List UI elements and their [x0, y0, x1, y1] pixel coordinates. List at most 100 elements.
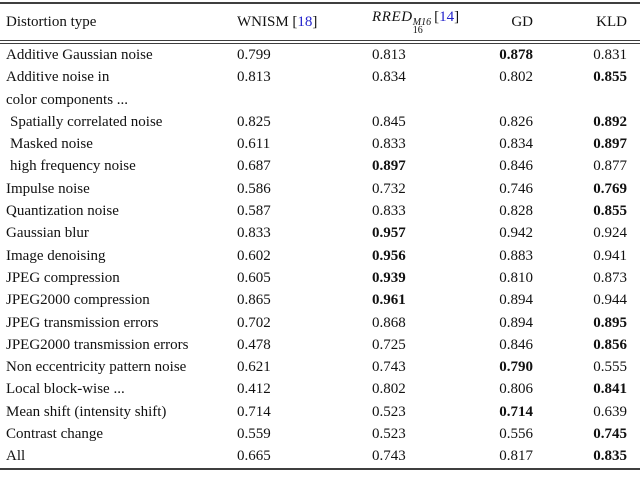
value-cell-kld: 0.769: [593, 180, 627, 197]
value-cell-gd: 0.714: [499, 403, 533, 420]
value-cell-rred: 0.833: [372, 136, 406, 153]
value-cell-gd: 0.846: [499, 336, 533, 353]
table-row: JPEG2000 transmission errors 0.478 0.725…: [0, 334, 640, 356]
value-cell-kld: 0.831: [593, 47, 627, 63]
row-label-cell: JPEG transmission errors: [6, 314, 159, 331]
value-cell-kld: 0.892: [593, 113, 627, 130]
row-label-cell: Contrast change: [6, 426, 104, 443]
value-cell-gd: 0.817: [499, 448, 533, 465]
value-cell-gd: 0.828: [499, 203, 533, 220]
rred-superscript: M16: [412, 17, 432, 28]
header-gd: GD: [511, 13, 533, 30]
value-cell-rred: 0.813: [372, 47, 406, 63]
table-row: Additive noise in color components ... 0…: [0, 66, 640, 111]
row-label-cell: Masked noise: [10, 136, 93, 153]
value-cell-wnism: 0.799: [237, 47, 271, 63]
value-cell-wnism: 0.611: [237, 136, 271, 153]
table-row: Local block-wise ... 0.412 0.802 0.806 0…: [0, 378, 640, 400]
value-cell-wnism: 0.602: [237, 247, 271, 264]
value-cell-rred: 0.523: [372, 403, 406, 420]
value-cell-kld: 0.895: [593, 314, 627, 331]
value-cell-kld: 0.555: [593, 359, 627, 376]
value-cell-kld: 0.835: [593, 448, 627, 465]
value-cell-wnism: 0.865: [237, 292, 271, 309]
table-row: All 0.665 0.743 0.817 0.835: [0, 445, 640, 468]
value-cell-kld: 0.877: [593, 158, 627, 175]
value-cell-kld: 0.639: [593, 403, 627, 420]
value-cell-rred: 0.725: [372, 336, 406, 353]
table-row: Contrast change 0.559 0.523 0.556 0.745: [0, 423, 640, 445]
table-row: Spatially correlated noise 0.825 0.845 0…: [0, 111, 640, 133]
value-cell-kld: 0.855: [593, 69, 627, 86]
value-cell-rred: 0.834: [372, 69, 406, 86]
value-cell-wnism: 0.813: [237, 69, 271, 86]
value-cell-kld: 0.924: [593, 225, 627, 242]
value-cell-rred: 0.957: [372, 225, 406, 242]
value-cell-gd: 0.746: [499, 180, 533, 197]
value-cell-kld: 0.841: [593, 381, 627, 398]
value-cell-kld: 0.944: [593, 292, 627, 309]
value-cell-rred: 0.732: [372, 180, 406, 197]
value-cell-rred: 0.523: [372, 426, 406, 443]
citation-link-18[interactable]: 18: [297, 13, 313, 30]
citation-bracket: ]: [454, 9, 460, 25]
table-row: Gaussian blur 0.833 0.957 0.942 0.924: [0, 222, 640, 244]
citation-bracket: ]: [312, 13, 318, 30]
row-label-cell: Additive Gaussian noise: [6, 47, 153, 63]
value-cell-gd: 0.894: [499, 314, 533, 331]
value-cell-wnism: 0.412: [237, 381, 271, 398]
value-cell-wnism: 0.833: [237, 225, 271, 242]
value-cell-gd: 0.826: [499, 113, 533, 130]
value-cell-wnism: 0.621: [237, 359, 271, 376]
value-cell-gd: 0.834: [499, 136, 533, 153]
table-row: high frequency noise 0.687 0.897 0.846 0…: [0, 155, 640, 177]
table-row: JPEG transmission errors 0.702 0.868 0.8…: [0, 312, 640, 334]
header-row: Distortion type WNISM [18] RRED M16 16 [14]…: [0, 3, 640, 42]
value-cell-kld: 0.897: [593, 136, 627, 153]
row-label-cell: Quantization noise: [6, 203, 119, 220]
header-wnism: WNISM [18]: [230, 3, 368, 42]
value-cell-gd: 0.802: [499, 69, 533, 86]
value-cell-gd: 0.894: [499, 292, 533, 309]
value-cell-gd: 0.806: [499, 381, 533, 398]
value-cell-wnism: 0.714: [237, 403, 271, 420]
value-cell-rred: 0.845: [372, 113, 406, 130]
value-cell-gd: 0.942: [499, 225, 533, 242]
row-label-cell: Spatially correlated noise: [10, 113, 163, 130]
table-row: Mean shift (intensity shift) 0.714 0.523…: [0, 401, 640, 423]
table-body: Additive Gaussian noise 0.799 0.813 0.87…: [0, 42, 640, 469]
row-label-cell: Impulse noise: [6, 180, 90, 197]
table-row: Image denoising 0.602 0.956 0.883 0.941: [0, 245, 640, 267]
value-cell-rred: 0.961: [372, 292, 406, 309]
table-row: Impulse noise 0.586 0.732 0.746 0.769: [0, 178, 640, 200]
value-cell-kld: 0.856: [593, 336, 627, 353]
row-label-cell: JPEG compression: [6, 269, 120, 286]
table-row: Quantization noise 0.587 0.833 0.828 0.8…: [0, 200, 640, 222]
value-cell-rred: 0.802: [372, 381, 406, 398]
value-cell-wnism: 0.665: [237, 448, 271, 465]
value-cell-wnism: 0.687: [237, 158, 271, 175]
citation-link-14[interactable]: 14: [439, 9, 455, 25]
header-kld: KLD: [596, 13, 627, 30]
row-label-cell: Gaussian blur: [6, 225, 89, 242]
row-label-cell: Non eccentricity pattern noise: [6, 359, 187, 376]
table-row: Non eccentricity pattern noise 0.621 0.7…: [0, 356, 640, 378]
value-cell-gd: 0.556: [499, 426, 533, 443]
wnism-label: WNISM: [237, 13, 289, 30]
table-row: Additive Gaussian noise 0.799 0.813 0.87…: [0, 42, 640, 66]
header-distortion-type: Distortion type: [6, 13, 97, 30]
rred-subscript: 16: [412, 25, 423, 36]
table-row: Masked noise 0.611 0.833 0.834 0.897: [0, 133, 640, 155]
value-cell-wnism: 0.605: [237, 269, 271, 286]
citation-bracket: [: [434, 9, 440, 25]
row-label-cell: All: [6, 448, 26, 465]
row-label-cell: Image denoising: [6, 247, 106, 264]
table-row: JPEG2000 compression 0.865 0.961 0.894 0…: [0, 289, 640, 311]
value-cell-rred: 0.868: [372, 314, 406, 331]
value-cell-gd: 0.790: [499, 359, 533, 376]
row-label-cell: high frequency noise: [10, 158, 136, 175]
value-cell-gd: 0.883: [499, 247, 533, 264]
value-cell-wnism: 0.587: [237, 203, 271, 220]
value-cell-wnism: 0.559: [237, 426, 271, 443]
